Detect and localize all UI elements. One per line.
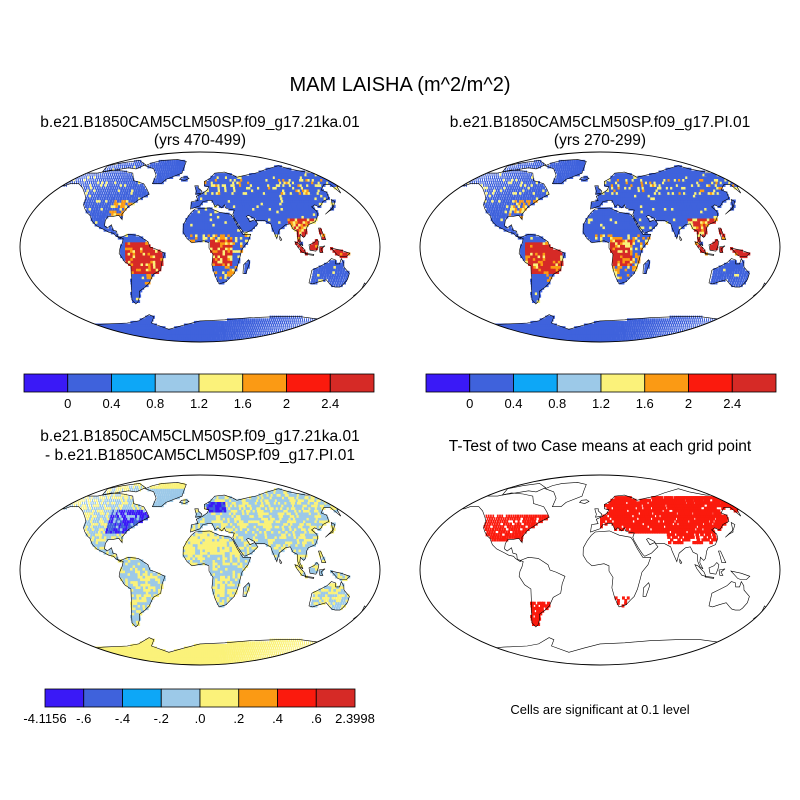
panel-difference-title-line1: b.e21.B1850CAM5CLM50SP.f09_g17.21ka.01 [40, 428, 360, 445]
figure-title: MAM LAISHA (m^2/m^2) [289, 74, 511, 96]
colorbar-tick-label: 0 [466, 396, 473, 411]
significance-note: Cells are significant at 0.1 level [510, 702, 690, 717]
colorbar-box [425, 373, 471, 393]
colorbar-tick-label: 2.3998 [335, 711, 375, 726]
map-panel-difference [19, 474, 381, 666]
map-border [419, 474, 781, 666]
colorbar-tick-label: 1.2 [592, 396, 610, 411]
colorbar-tick-label: 1.2 [190, 396, 208, 411]
colorbar-box [513, 373, 558, 393]
colorbar-absolute-left: 0 0.4 0.8 1.2 1.6 2 2.4 [23, 373, 375, 411]
coastlines [51, 159, 369, 342]
colorbar-tick-label: 2.4 [321, 396, 339, 411]
colorbar-tick-label: 2 [685, 396, 692, 411]
colorbar-box [469, 373, 514, 393]
colorbar-tick-label: 2 [283, 396, 290, 411]
colorbar-tick-label: 2.4 [723, 396, 741, 411]
colorbar-box [198, 373, 244, 393]
coastlines [51, 482, 369, 665]
colorbar-box [199, 688, 240, 708]
panel-difference-title-line2: - b.e21.B1850CAM5CLM50SP.f09_g17.PI.01 [45, 447, 355, 464]
map-panel-control [419, 151, 781, 343]
colorbar-tick-label: -4.1156 [23, 711, 66, 726]
colorbar-box [83, 688, 123, 708]
colorbar-tick-label: 0.4 [504, 396, 522, 411]
colorbar-box [242, 373, 287, 393]
grid-cells [483, 496, 753, 626]
colorbar-tick-label: 0.8 [146, 396, 164, 411]
panel-ttest-title: T-Test of two Case means at each grid po… [448, 438, 752, 455]
panel-control-title: b.e21.B1850CAM5CLM50SP.f09_g17.PI.01 [449, 114, 751, 131]
colorbar-box [556, 373, 602, 393]
colorbar-box [122, 688, 162, 708]
map-panel-ttest [419, 474, 781, 666]
map-border [19, 151, 381, 343]
colorbar-tick-label: -.2 [154, 711, 169, 726]
colorbar-tick-label: 0.4 [102, 396, 120, 411]
colorbar-box [315, 688, 356, 708]
colorbar-absolute-right: 0 0.4 0.8 1.2 1.6 2 2.4 [425, 373, 777, 411]
colorbar-box [688, 373, 733, 393]
grid-cells [52, 482, 368, 665]
panel-case-years: (yrs 470-499) [153, 132, 247, 149]
colorbar-box [23, 373, 69, 393]
colorbar-tick-label: -.4 [115, 711, 130, 726]
colorbar-box [111, 373, 156, 393]
panel-control-years: (yrs 270-299) [553, 132, 647, 149]
map-border [419, 151, 781, 343]
colorbar-box [67, 373, 112, 393]
colorbar-tick-label: .2 [233, 711, 244, 726]
colorbar-box [600, 373, 646, 393]
colorbar-box [329, 373, 375, 393]
colorbar-box [286, 373, 331, 393]
colorbar-tick-label: .4 [272, 711, 283, 726]
colorbar-tick-label: 0 [64, 396, 71, 411]
map-border [19, 474, 381, 666]
colorbar-tick-label: .0 [195, 711, 206, 726]
colorbar-box [160, 688, 201, 708]
colorbar-tick-label: 0.8 [548, 396, 566, 411]
colorbar-tick-label: .6 [311, 711, 322, 726]
colorbar-box [731, 373, 777, 393]
colorbar-tick-label: -.6 [76, 711, 91, 726]
colorbar-box [277, 688, 317, 708]
map-panel-case [19, 151, 381, 343]
panel-case-title: b.e21.B1850CAM5CLM50SP.f09_g17.21ka.01 [40, 114, 360, 131]
colorbar-tick-label: 1.6 [636, 396, 654, 411]
colorbar-box [44, 688, 85, 708]
colorbar-box [154, 373, 200, 393]
colorbar-difference: -4.1156 -.6 -.4 -.2 .0 .2 .4 .6 2.3998 [23, 688, 375, 726]
colorbar-box [644, 373, 689, 393]
colorbar-tick-label: 1.6 [234, 396, 252, 411]
colorbar-box [238, 688, 278, 708]
